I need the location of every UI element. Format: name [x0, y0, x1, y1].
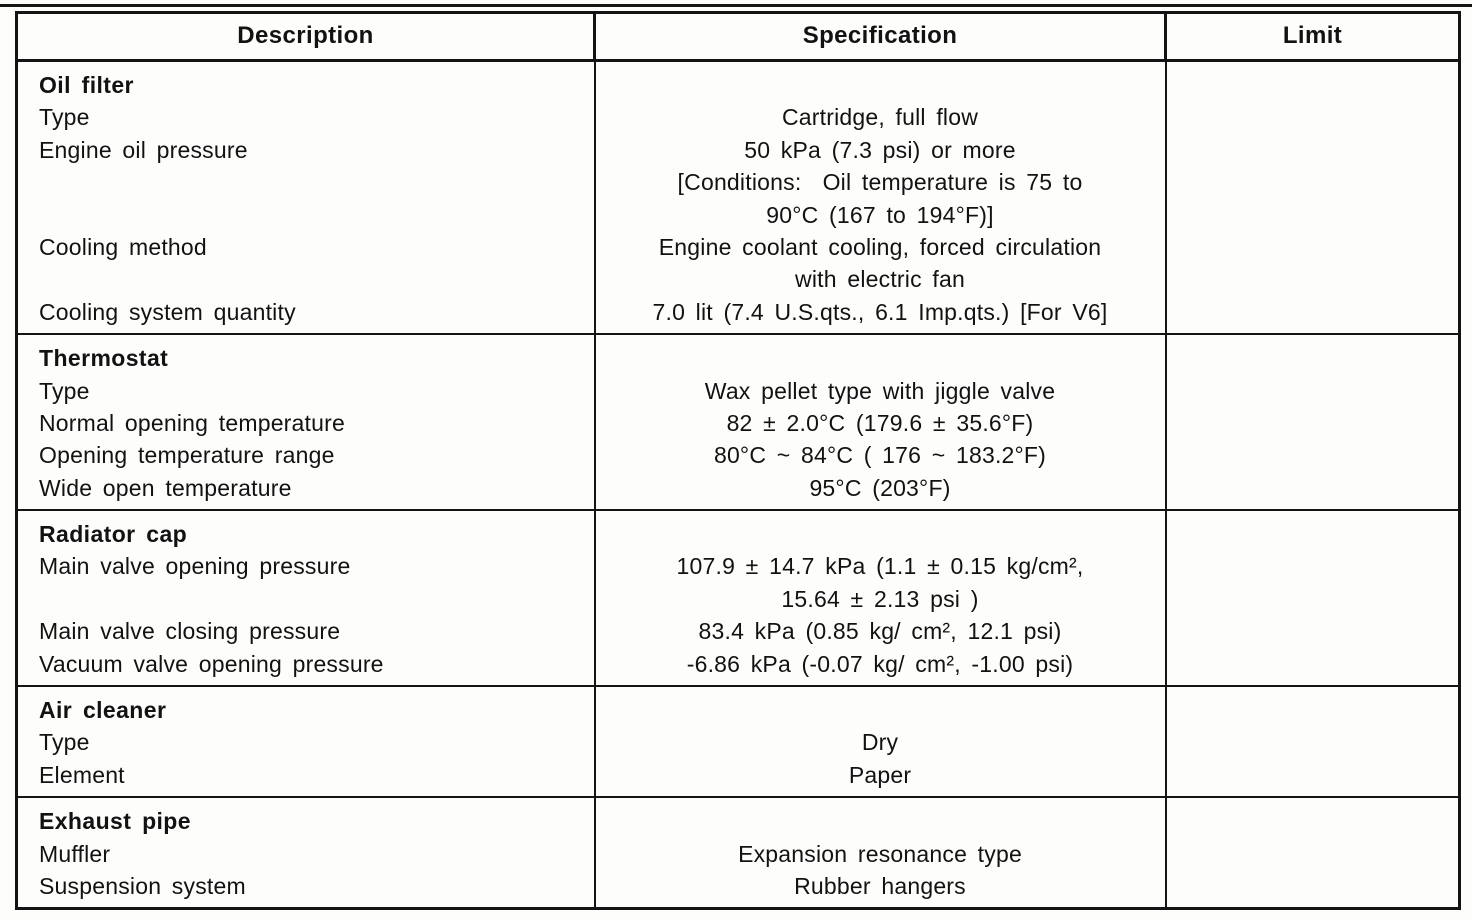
description-line: [18, 583, 594, 615]
spec-line: -6.86 kPa (-0.07 kg/ cm², -1.00 psi): [686, 650, 1074, 677]
description-line: Type: [39, 104, 90, 131]
description-cell: Air cleaner Type Element: [15, 685, 596, 799]
description-line: [18, 263, 594, 295]
description-line: Element: [39, 761, 125, 788]
description-line: [18, 166, 594, 198]
column-header-limit: Limit: [1164, 11, 1461, 62]
section-title: Oil filter: [39, 72, 134, 98]
section-row: Thermostat Type Normal opening temperature…: [15, 333, 1461, 512]
spec-line: [Conditions: Oil temperature is 75 to: [677, 169, 1083, 196]
description-cell: Oil filter Type Engine oil pressure Coolin…: [15, 59, 596, 336]
description-line: Suspension system: [39, 872, 246, 899]
description-line: Vacuum valve opening pressure: [39, 650, 384, 677]
spec-line: [596, 342, 1165, 374]
specification-cell: Cartridge, full flow 50 kPa (7.3 psi) or …: [593, 59, 1167, 336]
description-line: Main valve opening pressure: [39, 553, 351, 580]
spec-line: [596, 518, 1165, 550]
header-row: Description Specification Limit: [15, 11, 1461, 62]
column-header-description: Description: [15, 11, 596, 62]
spec-line: 90°C (167 to 194°F)]: [766, 201, 994, 228]
spec-table: Description Specification Limit Oil filt…: [15, 11, 1461, 911]
specification-cell: Dry Paper: [593, 685, 1167, 799]
spec-line: 82 ± 2.0°C (179.6 ± 35.6°F): [726, 409, 1034, 436]
spec-line: 15.64 ± 2.13 psi ): [781, 585, 979, 612]
description-line: Cooling system quantity: [39, 298, 296, 325]
limit-cell: [1164, 796, 1461, 910]
description-line: Type: [39, 729, 90, 756]
spec-line: Cartridge, full flow: [781, 104, 979, 131]
page-top-rule: [0, 4, 1472, 7]
spec-line: [596, 694, 1165, 726]
spec-line: Engine coolant cooling, forced circulati…: [658, 233, 1102, 260]
spec-line: Paper: [848, 761, 912, 788]
specification-cell: Wax pellet type with jiggle valve 82 ± 2.…: [593, 333, 1167, 512]
description-line: Main valve closing pressure: [39, 618, 341, 645]
limit-cell: [1164, 333, 1461, 512]
section-row: Radiator cap Main valve opening pressure …: [15, 509, 1461, 688]
spec-line: 80°C ~ 84°C ( 176 ~ 183.2°F): [713, 442, 1047, 469]
section-row: Air cleaner Type Element Dry Paper: [15, 685, 1461, 799]
description-cell: Thermostat Type Normal opening temperature…: [15, 333, 596, 512]
spec-table-body: Oil filter Type Engine oil pressure Coolin…: [15, 59, 1461, 910]
description-line: Normal opening temperature: [39, 409, 345, 436]
section-row: Oil filter Type Engine oil pressure Coolin…: [15, 59, 1461, 336]
section-title: Air cleaner: [39, 697, 167, 724]
spec-line: with electric fan: [795, 266, 965, 293]
description-line: Engine oil pressure: [39, 136, 248, 163]
spec-line: Expansion resonance type: [738, 840, 1022, 867]
section-title: Radiator cap: [39, 521, 188, 548]
description-line: [18, 199, 594, 231]
description-line: Wide open temperature: [39, 474, 292, 501]
limit-cell: [1164, 685, 1461, 799]
section-row: Exhaust pipe Muffler Suspension system Exp…: [15, 796, 1461, 910]
description-cell: Exhaust pipe Muffler Suspension system: [15, 796, 596, 910]
spec-line: 95°C (203°F): [809, 474, 951, 501]
description-line: Opening temperature range: [39, 442, 335, 469]
specification-cell: Expansion resonance type Rubber hangers: [593, 796, 1167, 910]
column-header-specification: Specification: [593, 11, 1167, 62]
spec-line: 50 kPa (7.3 psi) or more: [744, 136, 1016, 163]
limit-cell: [1164, 59, 1461, 336]
description-line: Cooling method: [39, 233, 207, 260]
specification-cell: 107.9 ± 14.7 kPa (1.1 ± 0.15 kg/cm², 15.6…: [593, 509, 1167, 688]
spec-line: [596, 805, 1165, 837]
description-line: Type: [39, 377, 90, 404]
spec-line: Rubber hangers: [794, 872, 966, 899]
description-cell: Radiator cap Main valve opening pressure …: [15, 509, 596, 688]
spec-line: 107.9 ± 14.7 kPa (1.1 ± 0.15 kg/cm²,: [676, 553, 1084, 580]
spec-line: 83.4 kPa (0.85 kg/ cm², 12.1 psi): [698, 618, 1062, 645]
spec-line: Wax pellet type with jiggle valve: [704, 377, 1056, 404]
section-title: Thermostat: [39, 345, 169, 372]
spec-line: [596, 69, 1165, 101]
spec-line: Dry: [861, 729, 899, 756]
spec-line: 7.0 lit (7.4 U.S.qts., 6.1 Imp.qts.) [Fo…: [652, 298, 1108, 325]
description-line: Muffler: [39, 840, 111, 867]
section-title: Exhaust pipe: [39, 808, 191, 835]
limit-cell: [1164, 509, 1461, 688]
spec-table-header: Description Specification Limit: [15, 11, 1461, 62]
